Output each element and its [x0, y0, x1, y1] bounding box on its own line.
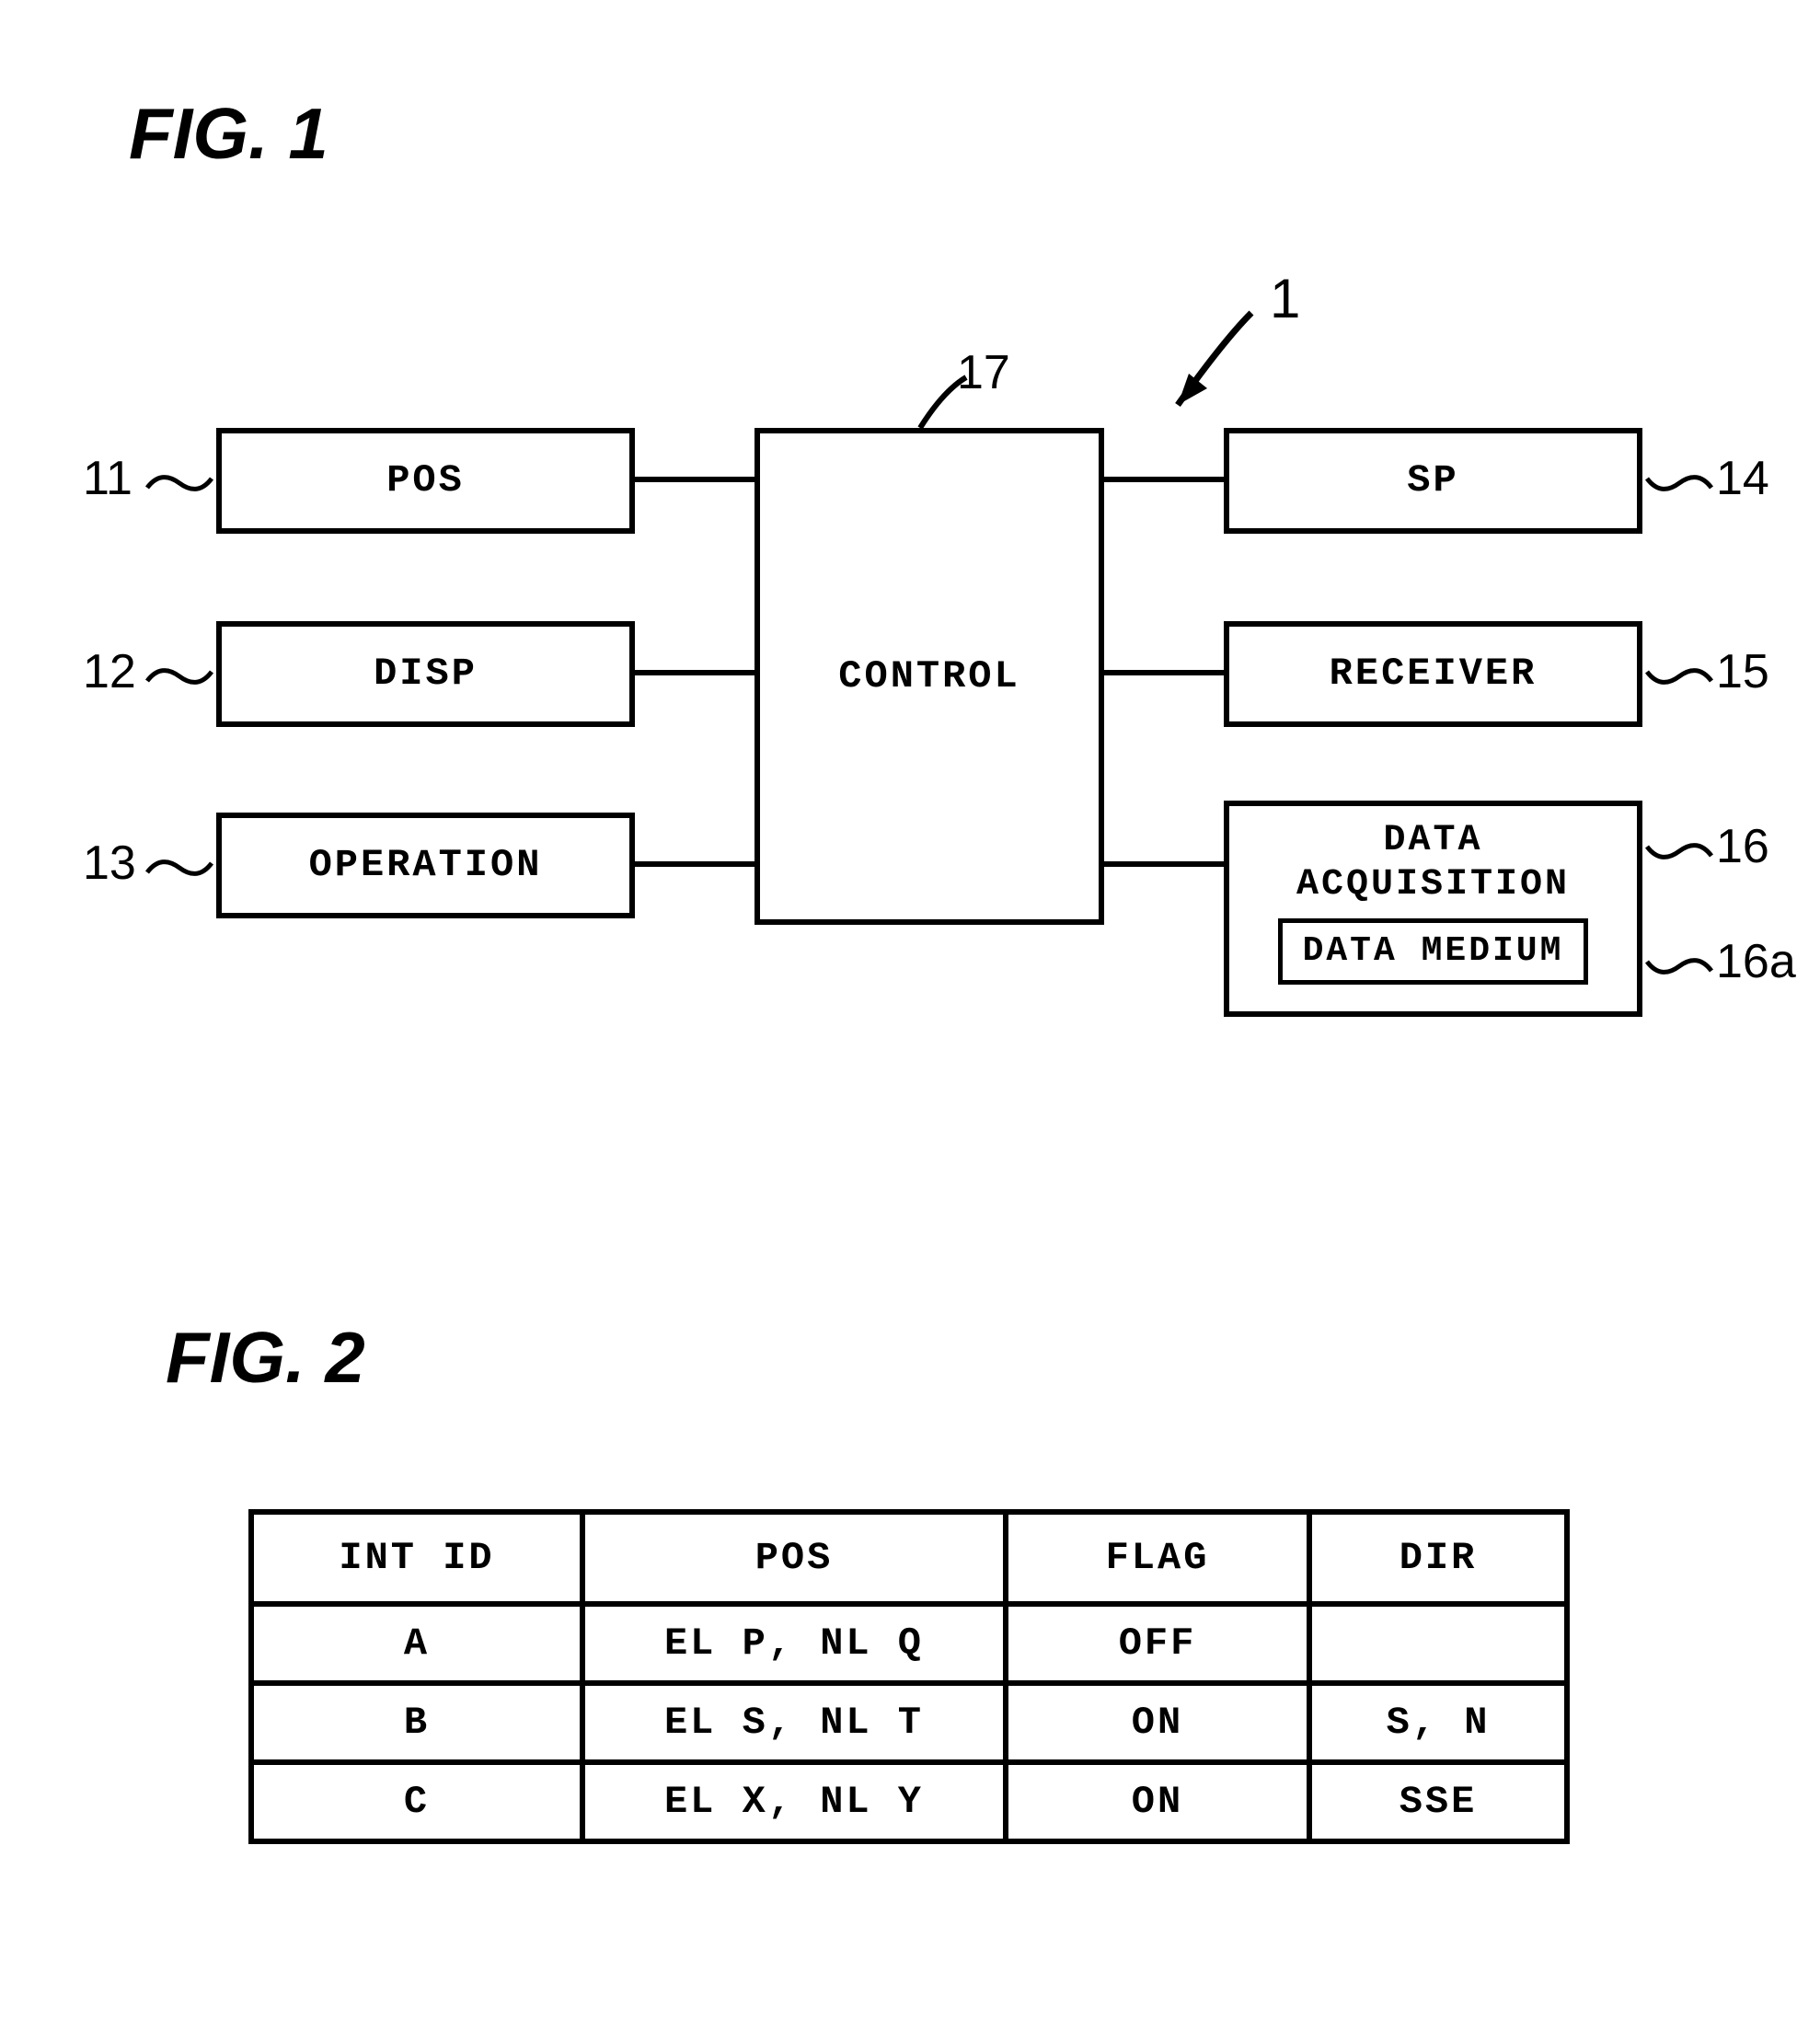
fig1-control-box: CONTROL [754, 428, 1104, 925]
fig1-ref-16: 16 [1716, 819, 1769, 874]
fig1-conn-data-acq [1102, 861, 1226, 867]
fig1-tilde-16a [1642, 948, 1716, 985]
fig1-system-ref-arrow [1141, 304, 1279, 433]
fig1-box-disp: DISP [216, 621, 635, 727]
cell-c-flag: ON [1006, 1762, 1309, 1841]
th-intid: INT ID [251, 1512, 582, 1604]
fig1-conn-disp [635, 670, 756, 675]
cell-c-id: C [251, 1762, 582, 1841]
cell-b-pos: EL S, NL T [582, 1683, 1006, 1762]
cell-a-flag: OFF [1006, 1604, 1309, 1683]
fig1-box-data-acq: DATA ACQUISITION DATA MEDIUM [1224, 801, 1642, 1017]
fig2-table: INT ID POS FLAG DIR A EL P, NL Q OFF B E… [248, 1509, 1570, 1844]
th-flag: FLAG [1006, 1512, 1309, 1604]
fig1-tilde-13 [143, 849, 216, 886]
fig1-operation-label: OPERATION [309, 842, 543, 888]
table-row: B EL S, NL T ON S, N [251, 1683, 1567, 1762]
fig1-conn-receiver [1102, 670, 1226, 675]
cell-c-pos: EL X, NL Y [582, 1762, 1006, 1841]
fig1-tilde-15 [1642, 658, 1716, 695]
fig1-conn-operation [635, 861, 756, 867]
cell-a-id: A [251, 1604, 582, 1683]
fig1-conn-sp [1102, 477, 1226, 482]
fig1-box-operation: OPERATION [216, 813, 635, 918]
cell-b-id: B [251, 1683, 582, 1762]
fig1-tilde-11 [143, 465, 216, 502]
fig1-data-acq-label: DATA ACQUISITION [1296, 819, 1570, 907]
fig1-box-data-medium: DATA MEDIUM [1278, 918, 1589, 985]
cell-a-dir [1309, 1604, 1567, 1683]
fig1-ref-14: 14 [1716, 451, 1769, 506]
table-row: A EL P, NL Q OFF [251, 1604, 1567, 1683]
cell-b-flag: ON [1006, 1683, 1309, 1762]
fig1-title: FIG. 1 [129, 92, 328, 176]
fig2-title: FIG. 2 [166, 1316, 365, 1400]
fig1-box-sp: SP [1224, 428, 1642, 534]
cell-b-dir: S, N [1309, 1683, 1567, 1762]
fig1-ref-16a: 16a [1716, 934, 1796, 989]
th-pos: POS [582, 1512, 1006, 1604]
table-header-row: INT ID POS FLAG DIR [251, 1512, 1567, 1604]
fig1-ref-13: 13 [83, 836, 136, 891]
fig2-table-wrap: INT ID POS FLAG DIR A EL P, NL Q OFF B E… [248, 1509, 1570, 1844]
fig1-ref-12: 12 [83, 644, 136, 699]
table-row: C EL X, NL Y ON SSE [251, 1762, 1567, 1841]
fig1-receiver-label: RECEIVER [1330, 651, 1538, 697]
fig1-data-medium-label: DATA MEDIUM [1303, 931, 1564, 971]
fig1-ref-11: 11 [83, 451, 132, 506]
fig1-control-label: CONTROL [838, 653, 1019, 699]
fig1-box-pos: POS [216, 428, 635, 534]
cell-c-dir: SSE [1309, 1762, 1567, 1841]
fig1-pos-label: POS [386, 457, 465, 503]
fig1-ref-15: 15 [1716, 644, 1769, 699]
fig1-conn-pos [635, 477, 756, 482]
fig1-tilde-14 [1642, 465, 1716, 502]
fig1-sp-label: SP [1407, 457, 1458, 503]
fig1-disp-label: DISP [374, 651, 478, 697]
cell-a-pos: EL P, NL Q [582, 1604, 1006, 1683]
fig1-tilde-16 [1642, 833, 1716, 870]
fig1-box-receiver: RECEIVER [1224, 621, 1642, 727]
th-dir: DIR [1309, 1512, 1567, 1604]
fig1-tilde-12 [143, 658, 216, 695]
